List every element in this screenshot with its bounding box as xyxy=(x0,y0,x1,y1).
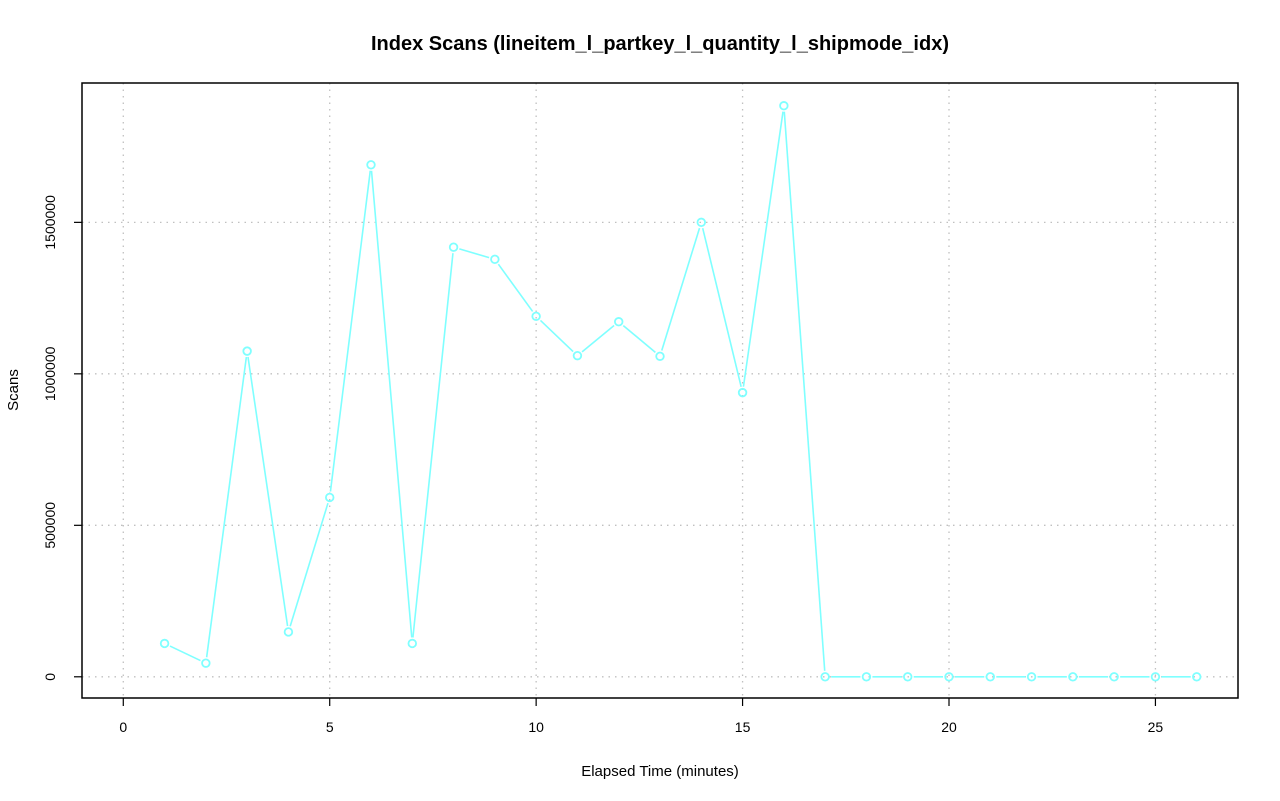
series-line-segment xyxy=(701,228,742,387)
series-line-segment xyxy=(661,227,701,351)
x-tick-label: 15 xyxy=(735,719,751,735)
data-point xyxy=(944,672,954,682)
x-tick-label: 0 xyxy=(119,719,127,735)
data-point xyxy=(283,627,294,637)
data-point xyxy=(655,351,665,361)
x-tick-label: 20 xyxy=(941,719,957,735)
y-tick-label: 1000000 xyxy=(42,346,58,401)
series-line-segment xyxy=(370,170,413,638)
series-line-segment xyxy=(329,170,372,492)
data-point xyxy=(737,387,748,398)
data-point xyxy=(572,350,583,361)
data-point xyxy=(1068,672,1078,682)
x-axis-label: Elapsed Time (minutes) xyxy=(581,763,739,780)
data-point xyxy=(1150,672,1161,682)
y-axis-label: Scans xyxy=(5,369,22,411)
series-line-segment xyxy=(783,111,826,671)
plot-frame xyxy=(81,82,1239,699)
y-tick-label: 500000 xyxy=(42,502,58,549)
series-line-segment xyxy=(289,502,329,627)
data-point xyxy=(696,217,706,228)
axes: 0 5 10 15 20 25 0 500000 1000000 1500000 xyxy=(42,195,1163,735)
data-point xyxy=(903,672,913,682)
series-line-segment xyxy=(169,645,201,662)
series-line-segment xyxy=(459,248,490,259)
series-line-segment xyxy=(581,324,615,353)
data-point xyxy=(985,672,995,682)
series-line-segment xyxy=(205,356,248,658)
series-line-segment xyxy=(497,263,534,312)
data-point xyxy=(242,346,252,356)
series-line-segment xyxy=(742,111,784,387)
x-tick-label: 5 xyxy=(326,719,334,735)
data-point xyxy=(614,317,624,327)
x-tick-label: 10 xyxy=(528,719,544,735)
data-point xyxy=(531,311,541,321)
data-point xyxy=(407,638,417,649)
grid xyxy=(82,83,1238,698)
data-point xyxy=(448,242,459,252)
data-point xyxy=(325,492,335,503)
data-point xyxy=(779,101,789,111)
series-line-segment xyxy=(539,319,574,353)
series-line-segment xyxy=(412,253,454,638)
x-tick-label: 25 xyxy=(1148,719,1164,735)
data-point xyxy=(1026,672,1037,682)
data-point xyxy=(1109,672,1119,682)
data-point xyxy=(201,658,211,668)
y-tick-label: 0 xyxy=(42,673,58,681)
series-0 xyxy=(159,101,1202,682)
data-point xyxy=(159,638,170,649)
y-tick-label: 1500000 xyxy=(42,195,58,250)
series-line-segment xyxy=(247,356,289,627)
series-layer xyxy=(159,101,1202,682)
data-point xyxy=(490,254,500,265)
data-point xyxy=(1192,672,1202,682)
series-line-segment xyxy=(622,324,656,354)
chart-title: Index Scans (lineitem_l_partkey_l_quanti… xyxy=(371,33,949,55)
data-point xyxy=(820,672,830,682)
data-point xyxy=(861,672,872,682)
data-point xyxy=(366,160,376,170)
